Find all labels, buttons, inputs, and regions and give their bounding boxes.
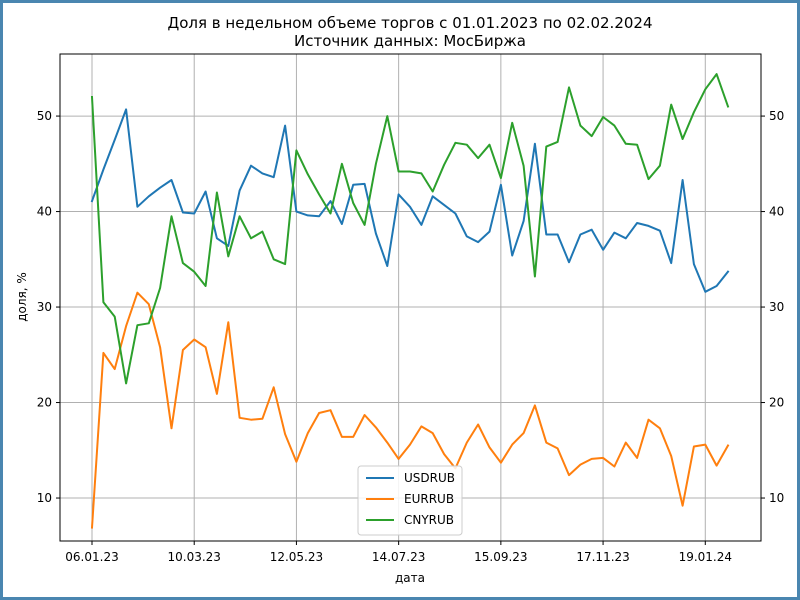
axis-ticks: 06.01.23 10.03.23 12.05.23 14.07.23 15.09.23…	[37, 109, 785, 564]
series-line-cnyrub	[90, 73, 730, 385]
y-tick-label-left: 10	[37, 491, 52, 505]
x-tick-label: 06.01.23	[65, 550, 118, 564]
series-line-usdrub	[90, 108, 730, 293]
y-axis-label: доля, %	[15, 272, 29, 322]
x-tick-label: 14.07.23	[372, 550, 425, 564]
y-tick-label-right: 30	[769, 300, 784, 314]
x-tick-label: 12.05.23	[270, 550, 323, 564]
legend: USDRUB EURRUB CNYRUB	[357, 465, 463, 536]
legend-label-eurrub: EURRUB	[404, 492, 454, 506]
y-tick-label-right: 20	[769, 396, 784, 410]
y-tick-label-left: 50	[37, 109, 52, 123]
y-tick-label-left: 40	[37, 205, 52, 219]
plot-area-border	[59, 53, 762, 542]
x-tick-label: 19.01.24	[679, 550, 732, 564]
y-tick-label-left: 20	[37, 396, 52, 410]
y-tick-label-right: 50	[769, 109, 784, 123]
x-tick-label: 17.11.23	[576, 550, 629, 564]
chart-title: Доля в недельном объеме торгов с 01.01.2…	[168, 14, 653, 32]
y-tick-label-left: 30	[37, 300, 52, 314]
y-tick-label-right: 40	[769, 205, 784, 219]
legend-label-usdrub: USDRUB	[404, 471, 455, 485]
x-tick-label: 10.03.23	[167, 550, 220, 564]
x-axis-label: дата	[395, 571, 425, 585]
series-group	[90, 73, 730, 529]
series-line-eurrub	[90, 291, 730, 529]
legend-box	[357, 465, 463, 536]
chart-subtitle: Источник данных: МосБиржа	[294, 32, 526, 50]
y-tick-label-right: 10	[769, 491, 784, 505]
grid	[60, 54, 761, 541]
legend-label-cnyrub: CNYRUB	[404, 513, 454, 527]
x-tick-label: 15.09.23	[474, 550, 527, 564]
